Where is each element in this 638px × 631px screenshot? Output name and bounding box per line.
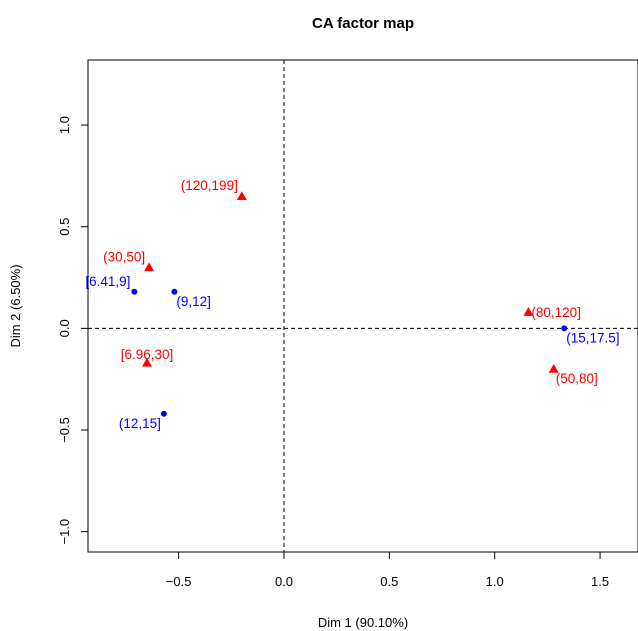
x-tick-label: 0.5 [380,574,398,589]
column-point-label: [6.96,30] [121,347,174,362]
row-point-label: (9,12] [176,294,211,309]
x-tick-label: 1.0 [486,574,504,589]
chart-title: CA factor map [312,15,414,32]
column-point-marker [142,357,153,367]
column-point-marker [548,364,559,373]
column-point-label: (50,80] [556,371,598,386]
y-tick-label: −1.0 [57,519,72,545]
x-tick-label: 0.0 [275,574,293,589]
row-point-marker [171,288,178,295]
column-point-label: (30,50] [103,249,145,264]
row-point-marker [160,410,167,417]
y-axis-label: Dim 2 (6.50%) [8,264,23,347]
row-point-label: (12,15] [119,416,161,431]
row-point-marker [561,325,568,332]
y-tick-label: 1.0 [57,116,72,134]
column-point-label: (80,120] [531,305,581,320]
column-point-label: (120,199] [181,178,238,193]
column-point-marker [236,191,247,200]
row-point-label: [6.41,9] [85,274,130,289]
y-tick-label: 0.5 [57,218,72,236]
x-tick-label: 1.5 [591,574,609,589]
y-tick-label: −0.5 [57,417,72,443]
row-point-label: (15,17.5] [566,330,619,345]
y-tick-label: 0.0 [57,319,72,337]
x-axis-label: Dim 1 (90.10%) [318,615,408,630]
column-point-marker [523,307,534,316]
column-point-marker [144,262,155,272]
x-tick-label: −0.5 [166,574,192,589]
row-point-marker [131,288,138,295]
